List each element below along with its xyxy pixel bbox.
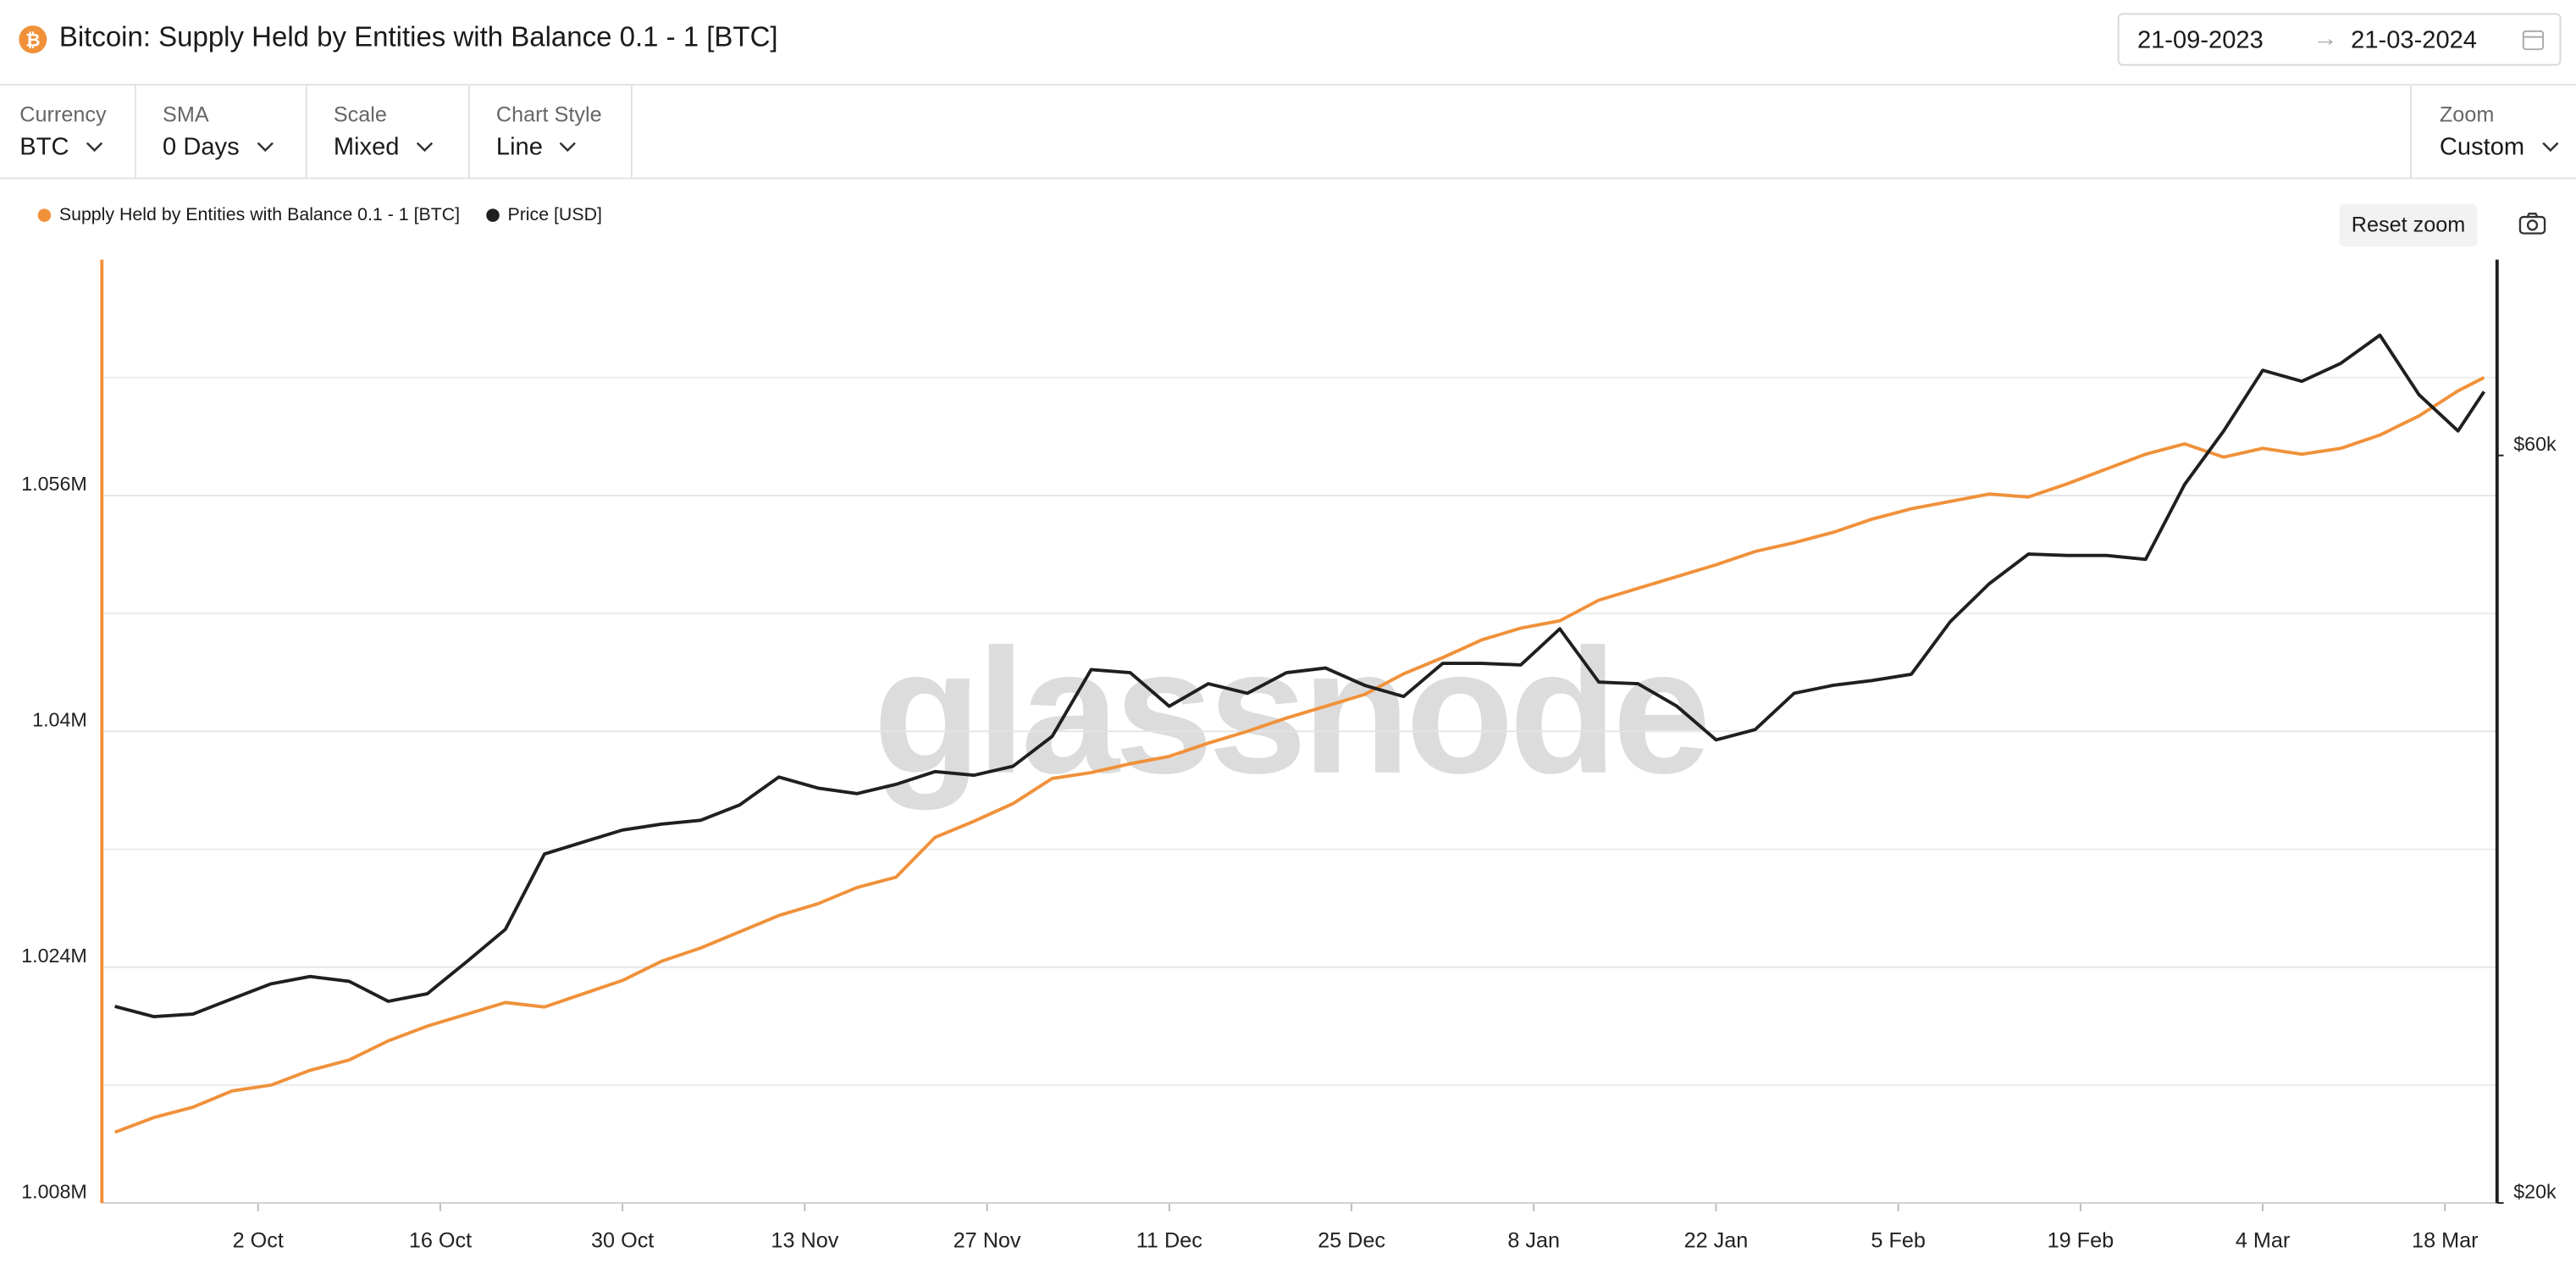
control-label: Scale: [333, 102, 387, 127]
chevron: [86, 141, 103, 152]
control-value[interactable]: BTC: [19, 133, 69, 162]
chevron: [416, 141, 434, 152]
series-line: [113, 375, 2485, 1134]
zoom-control[interactable]: Zoom Custom: [2409, 85, 2576, 178]
bitcoin-icon: ₿: [19, 25, 47, 54]
date-from[interactable]: 21-09-2023: [2137, 26, 2264, 55]
x-tick-label: 5 Feb: [1871, 1228, 1926, 1252]
control-label: Chart Style: [495, 102, 602, 127]
date-range[interactable]: 21-09-2023 → 21-03-2024: [2117, 13, 2562, 66]
legend-label[interactable]: Price [USD]: [507, 205, 602, 225]
y-tick-label: 1.008M: [21, 1180, 87, 1202]
control[interactable]: Scale Mixed: [307, 85, 470, 178]
y-tick-label: 1.056M: [21, 473, 87, 495]
x-tick-label: 22 Jan: [1684, 1228, 1749, 1252]
control-label: Currency: [19, 102, 107, 127]
svg-text:₿: ₿: [25, 30, 40, 50]
y2-tick-label: $20k: [2513, 1180, 2557, 1202]
series-line: [114, 333, 2486, 1019]
x-tick-label: 27 Nov: [954, 1228, 1021, 1252]
y-tick-label: 1.04M: [32, 708, 87, 730]
calendar-icon[interactable]: [2522, 28, 2545, 51]
legend-dot: [37, 208, 52, 222]
control[interactable]: Chart Style Line: [470, 85, 633, 178]
control-value[interactable]: Custom: [2439, 133, 2525, 162]
x-tick-label: 16 Oct: [409, 1228, 472, 1252]
control-label: SMA: [163, 102, 209, 127]
divider: [0, 83, 2576, 86]
legend-item[interactable]: Supply Held by Entities with Balance 0.1…: [37, 205, 461, 225]
y-tick-label: 1.024M: [21, 945, 87, 967]
x-tick-label: 25 Dec: [1318, 1228, 1385, 1252]
x-tick-label: 4 Mar: [2236, 1228, 2290, 1252]
y2-tick-label: $60k: [2513, 433, 2557, 455]
x-tick-label: 30 Oct: [591, 1228, 654, 1252]
divider: [0, 177, 2576, 180]
legend-label[interactable]: Supply Held by Entities with Balance 0.1…: [58, 205, 461, 225]
x-tick-label: 2 Oct: [233, 1228, 284, 1252]
chevron: [560, 141, 577, 152]
x-tick-label: 8 Jan: [1507, 1228, 1560, 1252]
page-title: Bitcoin: Supply Held by Entities with Ba…: [58, 21, 778, 53]
control[interactable]: Currency BTC: [0, 85, 137, 178]
control-value[interactable]: 0 Days: [163, 133, 240, 162]
reset-zoom-button[interactable]: Reset zoom: [2339, 203, 2478, 247]
watermark: glassnode: [873, 612, 1706, 811]
control-label: Zoom: [2439, 102, 2495, 127]
arrow: →: [2313, 25, 2338, 53]
x-tick-label: 19 Feb: [2048, 1228, 2114, 1252]
control-value[interactable]: Line: [495, 133, 543, 162]
chevron: [2541, 141, 2558, 152]
chevron: [257, 141, 274, 152]
x-tick-label: 18 Mar: [2412, 1228, 2478, 1252]
date-to[interactable]: 21-03-2024: [2351, 26, 2478, 55]
control-value[interactable]: Mixed: [333, 133, 400, 162]
x-tick-label: 11 Dec: [1136, 1228, 1202, 1252]
x-tick-label: 13 Nov: [771, 1228, 838, 1252]
legend-dot: [486, 208, 500, 222]
control[interactable]: SMA 0 Days: [136, 85, 307, 178]
legend-item[interactable]: Price [USD]: [486, 206, 602, 225]
camera-icon[interactable]: [2518, 212, 2546, 235]
